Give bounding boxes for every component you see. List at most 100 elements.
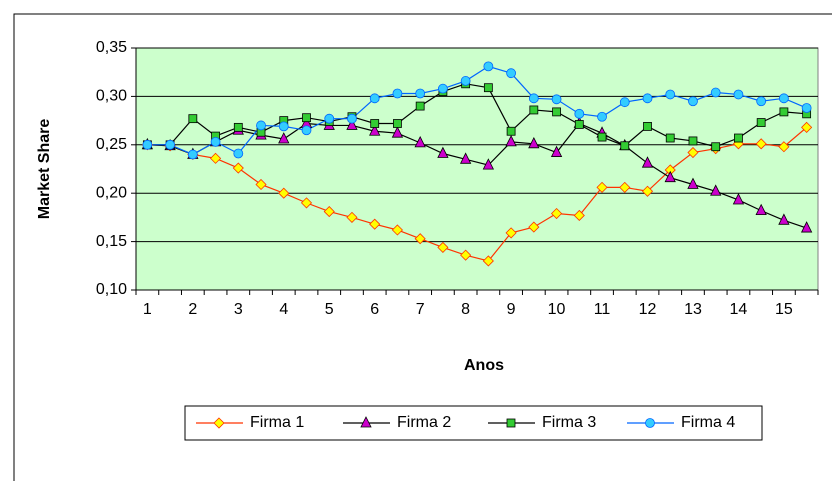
data-point — [460, 76, 471, 86]
y-tick-label: 0,20 — [96, 184, 127, 201]
data-point — [369, 93, 380, 104]
data-point — [437, 146, 449, 158]
data-point — [391, 126, 404, 138]
data-point — [483, 83, 493, 93]
legend-marker — [645, 418, 655, 428]
data-point — [391, 224, 403, 236]
data-point — [688, 136, 698, 146]
x-tick-label: 3 — [234, 301, 243, 318]
chart-frame — [13, 13, 832, 481]
data-point — [688, 96, 698, 107]
data-point — [710, 87, 721, 98]
data-point — [414, 135, 426, 148]
data-point — [346, 211, 358, 223]
data-point — [142, 139, 153, 150]
data-point — [733, 89, 744, 100]
data-point — [801, 121, 813, 133]
data-point — [256, 120, 266, 131]
data-point — [459, 152, 472, 164]
legend-label: Firma 2 — [397, 414, 451, 431]
x-tick-label: 1 — [143, 301, 152, 318]
data-point — [415, 101, 425, 111]
data-point — [755, 138, 767, 150]
data-point — [347, 113, 357, 124]
x-tick-label: 13 — [684, 301, 702, 318]
data-point — [302, 113, 311, 123]
data-point — [779, 107, 789, 117]
data-point — [756, 96, 767, 107]
data-point — [393, 119, 402, 128]
data-point — [620, 141, 630, 151]
data-point — [619, 181, 631, 193]
data-point — [778, 213, 790, 225]
data-point — [323, 206, 335, 218]
data-point — [778, 141, 790, 153]
data-point — [300, 197, 313, 209]
data-point — [801, 103, 812, 113]
data-point — [642, 93, 653, 104]
data-point — [482, 158, 495, 170]
data-point — [370, 119, 380, 128]
data-point — [779, 93, 789, 104]
y-tick-label: 0,35 — [96, 39, 127, 56]
data-point — [505, 227, 517, 239]
legend-marker — [213, 417, 225, 429]
y-tick-label: 0,10 — [96, 281, 127, 298]
legend-marker — [360, 416, 372, 428]
data-point — [734, 133, 743, 143]
data-point — [278, 187, 290, 199]
data-point — [187, 149, 198, 160]
y-tick-label: 0,25 — [96, 136, 127, 153]
y-tick-label: 0,15 — [96, 233, 127, 250]
data-point — [210, 136, 221, 147]
data-point — [573, 209, 585, 222]
data-point — [551, 207, 563, 220]
data-point — [278, 121, 289, 132]
data-point — [665, 133, 675, 143]
data-point — [641, 185, 654, 197]
data-point — [596, 181, 608, 193]
x-tick-label: 4 — [279, 301, 288, 318]
data-point — [687, 146, 699, 159]
data-point — [597, 111, 607, 122]
data-point — [210, 152, 222, 164]
data-point — [165, 139, 176, 150]
x-tick-label: 5 — [325, 301, 334, 318]
data-point — [369, 124, 381, 136]
legend-marker — [506, 418, 516, 428]
data-point — [415, 88, 426, 99]
x-tick-label: 2 — [188, 301, 197, 318]
data-point — [550, 145, 563, 157]
data-point — [732, 193, 745, 205]
legend-label: Firma 3 — [542, 414, 596, 431]
data-point — [460, 249, 472, 261]
legend-label: Firma 4 — [681, 414, 735, 431]
data-point — [414, 233, 426, 245]
data-point — [551, 94, 562, 105]
data-point — [392, 88, 403, 99]
y-tick-label: 0,30 — [96, 88, 127, 105]
data-point — [233, 148, 244, 159]
legend-label: Firma 1 — [250, 414, 304, 431]
data-point — [233, 122, 243, 132]
data-point — [664, 170, 676, 183]
x-tick-label: 6 — [370, 301, 379, 318]
data-point — [710, 184, 722, 196]
data-point — [665, 89, 676, 100]
x-tick-label: 11 — [594, 301, 611, 318]
x-tick-label: 12 — [639, 301, 657, 318]
data-point — [483, 61, 494, 72]
data-point — [301, 125, 312, 136]
data-point — [437, 83, 448, 94]
plot-area — [135, 47, 819, 291]
data-point — [800, 221, 813, 233]
data-point — [324, 113, 335, 124]
x-tick-label: 15 — [775, 301, 793, 318]
data-point — [278, 132, 290, 144]
data-point — [232, 162, 244, 174]
data-point — [506, 68, 517, 79]
data-point — [711, 142, 721, 152]
data-point — [188, 114, 198, 124]
data-point — [528, 136, 540, 149]
